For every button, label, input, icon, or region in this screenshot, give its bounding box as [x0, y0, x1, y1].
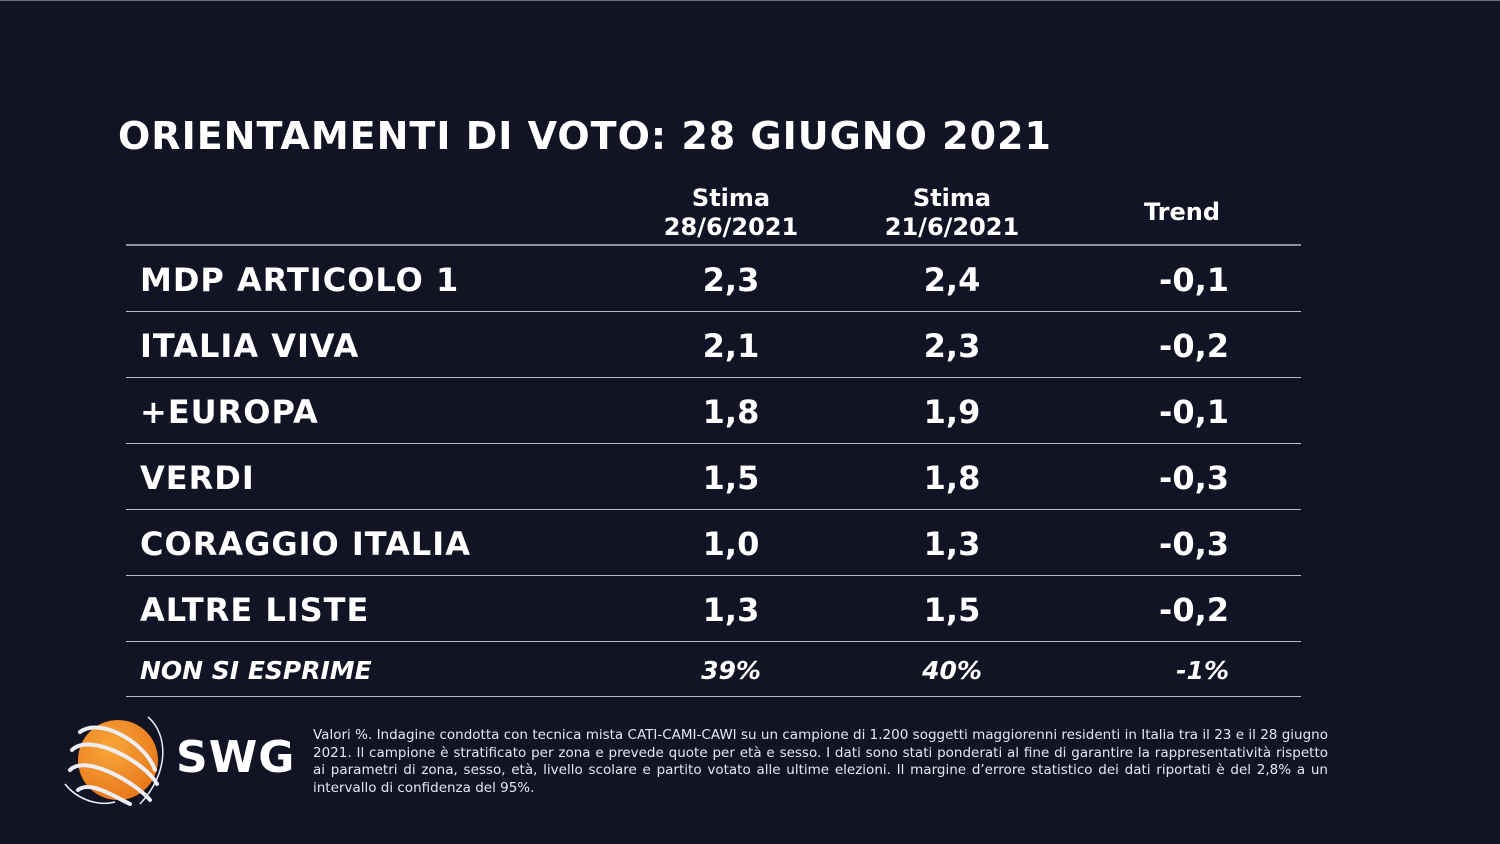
party-name: VERDI — [140, 459, 255, 497]
header-current: Stima 28/6/2021 — [660, 184, 802, 242]
previous-value: 1,8 — [923, 459, 981, 497]
previous-value: 1,3 — [923, 525, 981, 563]
table-header: Stima 28/6/2021 Stima 21/6/2021 Trend — [126, 180, 1301, 246]
trend-value: -0,1 — [1159, 261, 1229, 299]
table-row-undecided: NON SI ESPRIME 39% 40% -1% — [126, 642, 1301, 697]
table-row: ALTRE LISTE 1,3 1,5 -0,2 — [126, 576, 1301, 642]
current-value: 2,1 — [702, 327, 760, 365]
header-trend-label: Trend — [1143, 198, 1221, 226]
table-row: ITALIA VIVA 2,1 2,3 -0,2 — [126, 312, 1301, 378]
globe-icon — [64, 716, 164, 806]
current-value: 39% — [701, 656, 761, 685]
party-name: NON SI ESPRIME — [140, 656, 372, 685]
trend-value: -0,2 — [1159, 327, 1229, 365]
table-row: +EUROPA 1,8 1,9 -0,1 — [126, 378, 1301, 444]
party-name: ALTRE LISTE — [140, 591, 370, 629]
current-value: 1,3 — [702, 591, 760, 629]
poll-table: Stima 28/6/2021 Stima 21/6/2021 Trend MD… — [126, 180, 1301, 697]
party-name: MDP ARTICOLO 1 — [140, 261, 460, 299]
header-previous: Stima 21/6/2021 — [861, 184, 1043, 242]
current-value: 1,8 — [702, 393, 760, 431]
party-name: +EUROPA — [140, 393, 319, 431]
table-row: VERDI 1,5 1,8 -0,3 — [126, 444, 1301, 510]
previous-value: 2,3 — [923, 327, 981, 365]
party-name: ITALIA VIVA — [140, 327, 360, 365]
trend-value: -0,3 — [1159, 525, 1229, 563]
top-border — [0, 0, 1500, 1]
header-current-label: Stima — [691, 184, 771, 212]
previous-value: 1,9 — [923, 393, 981, 431]
header-trend: Trend — [1122, 198, 1242, 227]
current-value: 1,5 — [702, 459, 760, 497]
header-previous-label: Stima — [912, 184, 992, 212]
previous-value: 40% — [922, 656, 982, 685]
trend-value: -0,2 — [1159, 591, 1229, 629]
page-title: ORIENTAMENTI DI VOTO: 28 GIUGNO 2021 — [118, 114, 1052, 158]
table-row: MDP ARTICOLO 1 2,3 2,4 -0,1 — [126, 246, 1301, 312]
trend-value: -1% — [1176, 656, 1229, 685]
trend-value: -0,3 — [1159, 459, 1229, 497]
party-name: CORAGGIO ITALIA — [140, 525, 471, 563]
header-previous-date: 21/6/2021 — [884, 213, 1020, 241]
previous-value: 2,4 — [923, 261, 981, 299]
swg-logo-text: SWG — [176, 732, 296, 783]
methodology-note: Valori %. Indagine condotta con tecnica … — [313, 727, 1328, 796]
table-row: CORAGGIO ITALIA 1,0 1,3 -0,3 — [126, 510, 1301, 576]
header-current-date: 28/6/2021 — [663, 213, 799, 241]
previous-value: 1,5 — [923, 591, 981, 629]
current-value: 2,3 — [702, 261, 760, 299]
trend-value: -0,1 — [1159, 393, 1229, 431]
current-value: 1,0 — [702, 525, 760, 563]
